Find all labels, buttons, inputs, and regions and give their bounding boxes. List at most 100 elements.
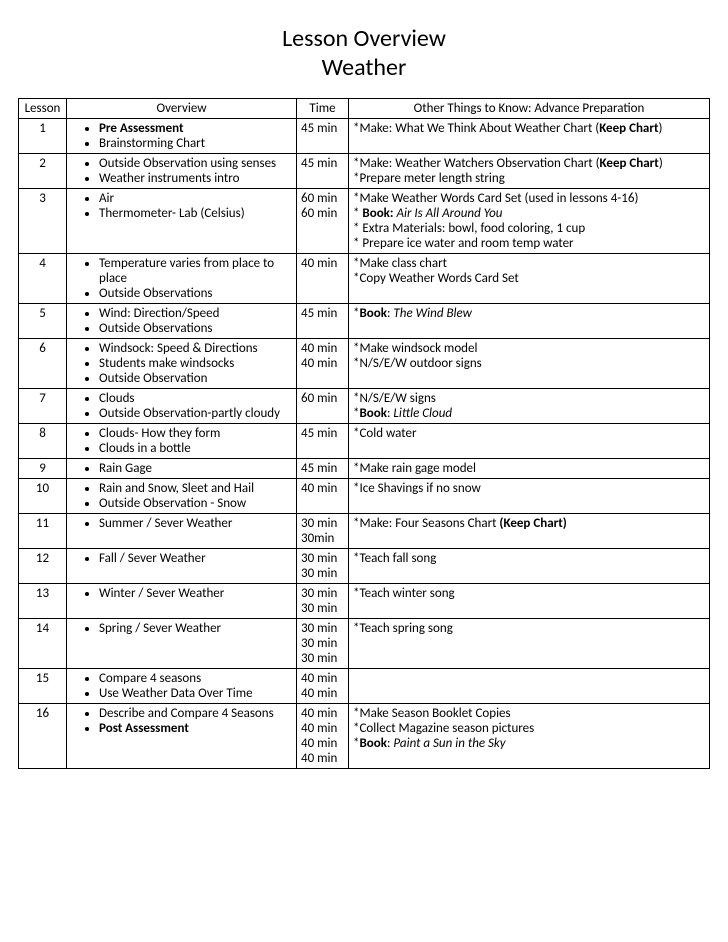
overview-cell: Wind: Direction/SpeedOutside Observation… (67, 304, 297, 339)
time-cell: 40 min (297, 479, 349, 514)
prep-line: *Teach winter song (353, 586, 705, 601)
table-row: 3AirThermometer- Lab (Celsius)60 min 60 … (19, 189, 710, 254)
prep-line: *Make class chart (353, 256, 705, 271)
prep-cell: *Make Season Booklet Copies*Collect Maga… (349, 704, 710, 769)
prep-line: *Make rain gage model (353, 461, 705, 476)
header-time: Time (297, 99, 349, 119)
lesson-number: 10 (19, 479, 67, 514)
overview-item: Fall / Sever Weather (99, 551, 292, 566)
overview-item: Students make windsocks (99, 356, 292, 371)
overview-item: Outside Observations (99, 321, 292, 336)
prep-line: *Make Weather Words Card Set (used in le… (353, 191, 705, 206)
lesson-number: 1 (19, 119, 67, 154)
prep-line: *Make Season Booklet Copies (353, 706, 705, 721)
prep-line: *Ice Shavings if no snow (353, 481, 705, 496)
time-cell: 60 min 60 min (297, 189, 349, 254)
prep-line: *Make: Weather Watchers Observation Char… (353, 156, 705, 171)
overview-cell: AirThermometer- Lab (Celsius) (67, 189, 297, 254)
prep-cell: *Make Weather Words Card Set (used in le… (349, 189, 710, 254)
table-row: 8Clouds- How they formClouds in a bottle… (19, 424, 710, 459)
time-cell: 45 min (297, 304, 349, 339)
prep-cell: *Make rain gage model (349, 459, 710, 479)
prep-cell: *Teach fall song (349, 549, 710, 584)
prep-cell: *Teach winter song (349, 584, 710, 619)
prep-cell: *Make class chart*Copy Weather Words Car… (349, 254, 710, 304)
lesson-table: Lesson Overview Time Other Things to Kno… (18, 98, 710, 769)
overview-item: Compare 4 seasons (99, 671, 292, 686)
page-title: Lesson Overview (18, 24, 710, 53)
overview-item: Outside Observation - Snow (99, 496, 292, 511)
prep-line: *Cold water (353, 426, 705, 441)
prep-line: *Make: Four Seasons Chart (Keep Chart) (353, 516, 705, 531)
prep-cell: *Book: The Wind Blew (349, 304, 710, 339)
prep-line: *Book: Little Cloud (353, 406, 705, 421)
prep-cell (349, 669, 710, 704)
time-cell: 60 min (297, 389, 349, 424)
prep-line: *N/S/E/W signs (353, 391, 705, 406)
overview-cell: Fall / Sever Weather (67, 549, 297, 584)
lesson-number: 12 (19, 549, 67, 584)
time-cell: 45 min (297, 119, 349, 154)
overview-item: Clouds- How they form (99, 426, 292, 441)
table-row: 2Outside Observation using sensesWeather… (19, 154, 710, 189)
time-cell: 40 min 40 min (297, 669, 349, 704)
lesson-number: 11 (19, 514, 67, 549)
overview-item: Pre Assessment (99, 121, 292, 136)
time-cell: 40 min (297, 254, 349, 304)
table-row: 11 Summer / Sever Weather 30 min 30min *Mak… (19, 514, 710, 549)
prep-line: *Collect Magazine season pictures (353, 721, 705, 736)
overview-cell: Clouds- How they formClouds in a bottle (67, 424, 297, 459)
prep-line: *Copy Weather Words Card Set (353, 271, 705, 286)
overview-item: Outside Observation using senses (99, 156, 292, 171)
lesson-number: 8 (19, 424, 67, 459)
overview-item: Thermometer- Lab (Celsius) (99, 206, 292, 221)
lesson-number: 4 (19, 254, 67, 304)
overview-cell: Rain Gage (67, 459, 297, 479)
overview-item: Rain and Snow, Sleet and Hail (99, 481, 292, 496)
overview-cell: Windsock: Speed & DirectionsStudents mak… (67, 339, 297, 389)
prep-cell: *Ice Shavings if no snow (349, 479, 710, 514)
overview-item: Describe and Compare 4 Seasons (99, 706, 292, 721)
overview-cell: Summer / Sever Weather (67, 514, 297, 549)
overview-item: Weather instruments intro (99, 171, 292, 186)
prep-line: *Teach spring song (353, 621, 705, 636)
prep-line: * Book: Air Is All Around You (353, 206, 705, 221)
table-row: 15Compare 4 seasonsUse Weather Data Over… (19, 669, 710, 704)
overview-item: Outside Observations (99, 286, 292, 301)
prep-cell: *N/S/E/W signs*Book: Little Cloud (349, 389, 710, 424)
overview-item: Temperature varies from place to place (99, 256, 292, 286)
overview-item: Wind: Direction/Speed (99, 306, 292, 321)
time-cell: 30 min 30min (297, 514, 349, 549)
time-cell: 40 min 40 min (297, 339, 349, 389)
table-row: 6Windsock: Speed & DirectionsStudents ma… (19, 339, 710, 389)
overview-item: Use Weather Data Over Time (99, 686, 292, 701)
prep-cell: *Make: Four Seasons Chart (Keep Chart) (349, 514, 710, 549)
overview-item: Summer / Sever Weather (99, 516, 292, 531)
prep-cell: *Make: What We Think About Weather Chart… (349, 119, 710, 154)
lesson-number: 16 (19, 704, 67, 769)
overview-item: Post Assessment (99, 721, 292, 736)
prep-cell: *Cold water (349, 424, 710, 459)
time-cell: 30 min 30 min (297, 549, 349, 584)
prep-cell: *Make windsock model*N/S/E/W outdoor sig… (349, 339, 710, 389)
time-cell: 40 min 40 min 40 min 40 min (297, 704, 349, 769)
table-row: 1Pre AssessmentBrainstorming Chart45 min… (19, 119, 710, 154)
overview-item: Spring / Sever Weather (99, 621, 292, 636)
lesson-number: 13 (19, 584, 67, 619)
table-row: 12 Fall / Sever Weather 30 min 30 min*Teac… (19, 549, 710, 584)
overview-cell: Rain and Snow, Sleet and HailOutside Obs… (67, 479, 297, 514)
overview-cell: Outside Observation using sensesWeather … (67, 154, 297, 189)
prep-line: *Make: What We Think About Weather Chart… (353, 121, 705, 136)
header-prep: Other Things to Know: Advance Preparatio… (349, 99, 710, 119)
overview-item: Air (99, 191, 292, 206)
lesson-number: 6 (19, 339, 67, 389)
prep-line: *Book: Paint a Sun in the Sky (353, 736, 705, 751)
overview-cell: Spring / Sever Weather (67, 619, 297, 669)
table-header-row: Lesson Overview Time Other Things to Kno… (19, 99, 710, 119)
overview-item: Outside Observation (99, 371, 292, 386)
prep-cell: *Make: Weather Watchers Observation Char… (349, 154, 710, 189)
overview-item: Clouds in a bottle (99, 441, 292, 456)
prep-line: * Extra Materials: bowl, food coloring, … (353, 221, 705, 236)
lesson-number: 7 (19, 389, 67, 424)
time-cell: 45 min (297, 424, 349, 459)
